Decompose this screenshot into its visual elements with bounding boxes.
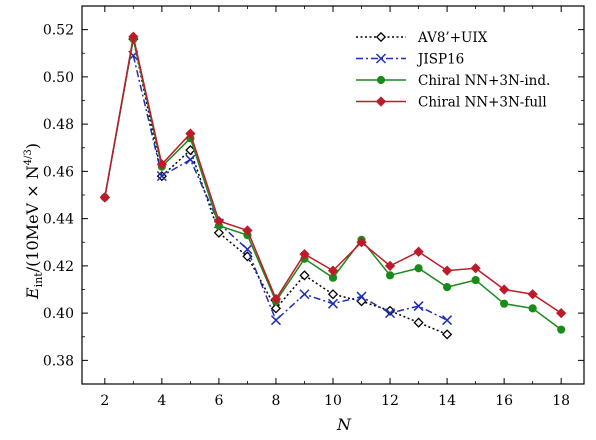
y-tick-label: 0.38 <box>43 353 74 369</box>
legend-item-3: Chiral NN+3N-full <box>356 95 547 111</box>
legend-label: Chiral NN+3N-full <box>418 95 547 111</box>
data-point <box>156 171 167 182</box>
legend: AV8’+UIX JISP16 Chiral NN+3N-ind. Chiral NN… <box>356 30 550 111</box>
x-tick-label: 2 <box>100 393 109 409</box>
y-tick-label: 0.44 <box>43 212 74 228</box>
x-tick-label: 6 <box>214 393 223 409</box>
data-point <box>356 237 367 248</box>
data-point <box>327 289 339 300</box>
y-tick-label: 0.48 <box>43 117 74 133</box>
data-point <box>500 299 509 308</box>
x-tick-label: 16 <box>495 393 513 409</box>
y-tick-label: 0.40 <box>43 306 74 322</box>
y-axis-unit-exponent: 4/3 <box>23 149 34 165</box>
data-point <box>356 296 367 307</box>
data-point <box>442 283 452 292</box>
data-point <box>213 215 225 227</box>
data-point <box>499 284 510 295</box>
y-axis-unit-suffix: ) <box>23 143 42 149</box>
legend-label: AV8’+UIX <box>417 30 488 46</box>
data-point <box>356 291 367 302</box>
x-tick-label: 4 <box>157 393 166 409</box>
series-3 <box>99 31 567 319</box>
data-point <box>327 298 339 309</box>
data-point <box>385 308 396 319</box>
data-point <box>413 301 424 312</box>
data-point <box>556 308 567 319</box>
x-tick-label: 10 <box>324 393 342 409</box>
y-tick-label: 0.42 <box>43 259 74 275</box>
data-point <box>384 260 396 271</box>
data-point <box>557 325 566 334</box>
data-point <box>441 329 453 340</box>
data-point <box>327 265 339 276</box>
data-point <box>270 293 282 305</box>
legend-item-2: Chiral NN+3N-ind. <box>356 73 550 89</box>
legend-marker <box>376 75 386 85</box>
data-point <box>441 265 453 276</box>
series-1 <box>128 50 453 326</box>
legend-marker <box>375 31 387 43</box>
legend-item-0: AV8’+UIX <box>356 30 488 46</box>
data-point <box>242 244 253 255</box>
x-tick-label: 18 <box>552 393 570 409</box>
data-point <box>413 246 424 257</box>
data-point <box>270 303 282 314</box>
data-point <box>299 289 310 300</box>
data-point <box>528 304 537 313</box>
data-point <box>299 248 310 260</box>
data-point <box>414 264 423 273</box>
data-point <box>442 315 453 326</box>
series-layer <box>99 31 567 340</box>
legend-marker <box>375 96 387 107</box>
legend-label: Chiral NN+3N-ind. <box>418 73 550 89</box>
data-point <box>242 225 253 236</box>
x-axis-title: N <box>336 415 352 434</box>
data-point <box>156 159 167 170</box>
y-axis-subscript: int <box>32 272 45 288</box>
legend-item-1: JISP16 <box>356 52 464 68</box>
data-point <box>299 270 310 281</box>
y-tick-label: 0.50 <box>43 70 74 86</box>
data-point <box>185 128 196 139</box>
y-axis-title: Eint/(10MeV × N4/3) <box>23 143 45 300</box>
axes: 2 4 6 8 10 12 14 16 18 0.38 0.40 0.42 0.44 0.46 0.48 0.… <box>43 5 585 409</box>
data-point <box>270 315 281 326</box>
plot-frame <box>81 5 585 385</box>
y-tick-label: 0.46 <box>43 164 74 180</box>
data-point <box>99 192 110 203</box>
legend-marker <box>375 53 387 64</box>
data-point <box>413 317 424 328</box>
series-line <box>104 38 448 336</box>
legend-label: JISP16 <box>416 52 464 68</box>
x-tick-label: 12 <box>381 393 399 409</box>
y-axis-symbol: E <box>23 287 42 300</box>
x-tick-label: 8 <box>271 393 280 409</box>
x-tick-label: 14 <box>438 393 456 409</box>
data-point <box>385 271 395 280</box>
y-axis-unit-prefix: /(10MeV × N <box>23 165 42 272</box>
data-point <box>527 289 538 300</box>
data-point <box>471 275 480 285</box>
data-point <box>470 263 481 274</box>
data-point <box>213 227 225 238</box>
data-point <box>128 31 139 42</box>
series-line <box>132 55 448 322</box>
data-point <box>185 154 196 165</box>
y-tick-label: 0.52 <box>43 23 74 39</box>
